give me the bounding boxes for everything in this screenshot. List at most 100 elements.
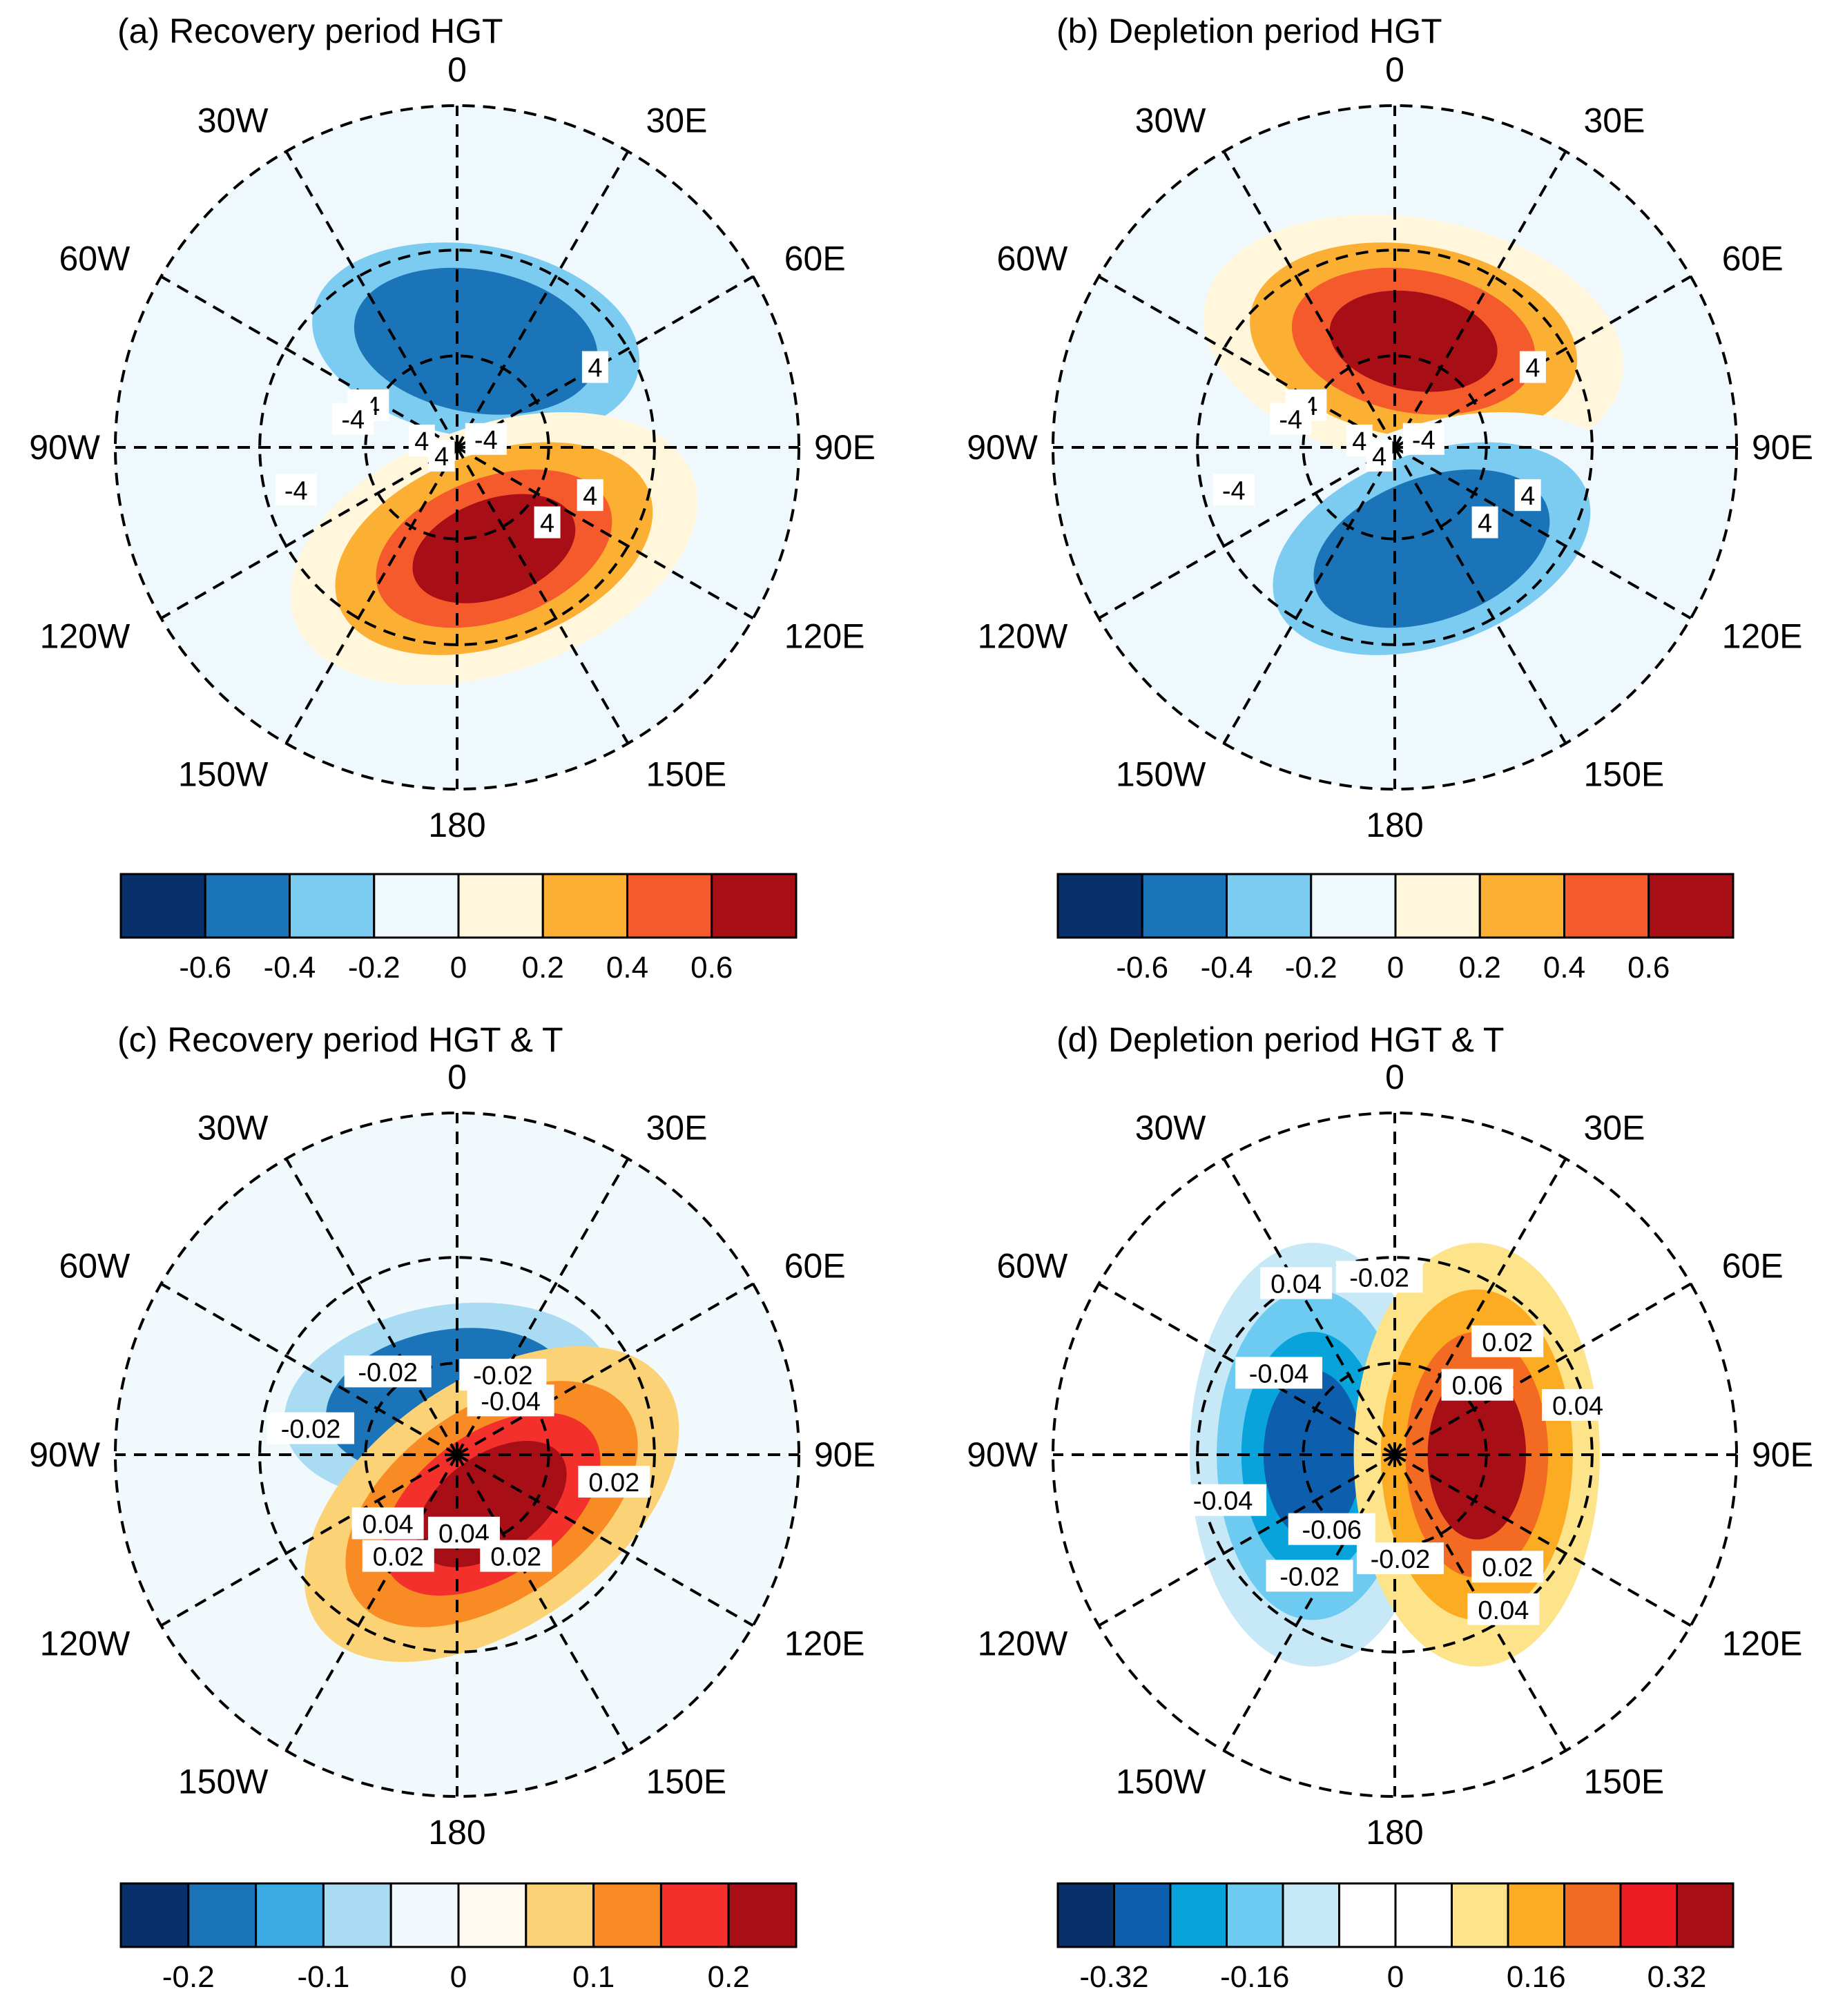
panel-a-colorbar-swatch [457,873,544,939]
panel-d-colorbar-swatch [1169,1882,1228,1948]
panel-c-contour-label-box [267,1412,355,1444]
panel-b-contour-label: -4 [1412,426,1436,455]
panel-a-colorbar-tick-label: 0.6 [690,951,733,985]
panel-d-lon-label: 30E [1584,1108,1645,1147]
panel-d-lon-label: 60W [996,1247,1068,1286]
panel-c-colorbar-tick-label: 0.1 [572,1960,615,1994]
panel-d-contour-label: 0.04 [1478,1596,1529,1625]
panel-c-contour-label-box [480,1540,552,1572]
panel-c-lon-label: 120W [40,1625,131,1663]
panel-c-meridian-5 [456,1454,630,1752]
panel-c-lon-label: 150W [178,1763,269,1801]
panel-b-colorbar-tick-label: 0.6 [1627,951,1670,985]
panel-c-contour-label-box [578,1466,650,1498]
panel-d: (d) Depletion period HGT & T 0 30E 60E 90E 1… [967,1020,1813,1994]
panel-d-contour-label-box [1356,1542,1444,1575]
panel-c-colorbar-swatch [457,1882,528,1948]
panel-b-meridian-1 [1393,151,1567,449]
panel-d-lon-label: 120W [978,1625,1068,1663]
panel-b-contour-label: 4 [1525,354,1540,383]
panel-d-contour-label: -0.04 [1249,1359,1309,1388]
panel-a-colorbar-tick-label: -0.4 [264,951,316,985]
panel-b-meridian-10 [1098,275,1395,449]
panel-a-meridian-11 [284,151,458,449]
panel-d-contour-label: -0.04 [1193,1487,1253,1516]
panel-b-contour-label-box [1471,506,1498,539]
panel-d-contour-label: 0.04 [1270,1270,1322,1299]
panel-a-colorbar: -0.6 -0.4 -0.2 0 0.2 0.4 0.6 [119,873,798,985]
panel-d-colorbar-swatch [1563,1882,1622,1948]
panel-a-meridian-10 [160,275,458,449]
panel-d-contour-labels: 0.04 -0.02 0.02 -0.04 0.06 0.04 -0.04 -0.06 -0.0… [1179,1261,1614,1625]
panel-d-colorbar-tick-label: 0.32 [1647,1960,1707,1994]
panel-a-colorbar-tick-label: -0.6 [179,951,231,985]
panel-a-lon-label: 30W [197,101,269,139]
panel-a-lon-label: 90E [814,428,876,467]
panel-b-lon-label: 60E [1722,240,1784,278]
panel-d-lon-label: 90E [1752,1435,1813,1474]
panel-c-contour-label: 0.02 [490,1543,541,1572]
panel-d-colorbar-swatch [1056,1882,1115,1948]
panel-d-contour-label-box [1288,1513,1375,1545]
panel-b-meridian-4 [1394,446,1692,620]
panel-c: (c) Recovery period HGT & T 0 30E 60E 90E 12… [29,1020,876,1994]
panel-a-meridian-8 [160,446,458,620]
panel-d-colorbar-swatch [1619,1882,1678,1948]
panel-c-colorbar-tick-label: 0.2 [708,1960,750,1994]
panel-a-shade-0-level-3 [392,290,560,392]
panel-d-contour-label: 0.02 [1482,1553,1533,1582]
panel-a-colorbar-tick-label: 0.4 [606,951,648,985]
panel-b-lon-label: 60W [996,240,1068,278]
panel-c-lon-label: 30E [646,1108,708,1147]
panel-b-meridian-7 [1222,447,1396,744]
panel-c-lon-label: 30W [197,1108,269,1147]
panel-c-lon-label: 90W [29,1435,101,1474]
panel-c-contour-label-box [344,1355,432,1388]
panel-a-lon-label: 150W [178,755,269,794]
panel-c-meridian-2 [456,1282,754,1456]
panel-b-colorbar-tick-label: 0.2 [1459,951,1501,985]
panel-b-contour-label: 4 [1478,510,1492,539]
panel-b-meridian-11 [1222,151,1396,449]
panel-b-title: (b) Depletion period HGT [1056,12,1442,50]
panel-c-colorbar-tick-label: -0.1 [297,1960,349,1994]
panel-d-meridian-2 [1394,1282,1692,1456]
panel-c-colorbar-swatch [255,1882,325,1948]
panel-a-lon-label: 150E [646,755,727,794]
panel-d-rim [1052,1112,1738,1798]
panel-c-colorbar-swatch [119,1882,190,1948]
panel-a-colorbar-swatch [541,873,628,939]
panel-d-shade-1-level-3 [1427,1370,1527,1540]
panel-a-contour-label: 4 [583,482,597,511]
panel-a-lon-label: 120E [784,617,865,656]
panel-a-contour-label: 4 [434,443,449,472]
panel-d-lon-label: 0 [1385,1058,1404,1096]
panel-d-contour-label: -0.02 [1371,1545,1431,1574]
panel-b-colorbar-swatch [1563,873,1650,939]
panel-a-contour-label-box [428,439,455,472]
panel-c-meridian-11 [284,1158,458,1455]
panel-d-colorbar-tick-label: -0.16 [1220,1960,1289,1994]
panel-b-colorbar-tick-label: -0.6 [1116,951,1168,985]
panel-b-lon-label: 120E [1722,617,1803,656]
panel-d-contour-label-box [1467,1593,1540,1625]
panel-b-contour-label: 4 [1520,482,1535,511]
panel-a-colorbar-swatch [204,873,291,939]
panel-d-contour-label-box [1471,1325,1544,1357]
panel-c-colorbar-swatch [525,1882,595,1948]
panel-d-contour-label-box [1266,1560,1353,1592]
panel-d-contour-label: 0.02 [1482,1328,1533,1357]
panel-c-lon-label: 120E [784,1625,865,1663]
panel-d-contour-label-box [1471,1551,1544,1583]
panel-d-colorbar-swatch [1282,1882,1340,1948]
panel-d-contour-label-box [1235,1357,1323,1389]
panel-a-lon-label: 30E [646,101,708,139]
panel-c-meridian-1 [456,1158,630,1455]
panel-b-lon-label: 30E [1584,101,1645,139]
panel-a-title: (a) Recovery period HGT [117,12,503,50]
panel-a-colorbar-tick-label: 0 [450,951,467,985]
panel-c-colorbar: -0.2 -0.1 0 0.1 0.2 [119,1882,798,1994]
panel-a-contour-label-box [534,506,561,539]
panel-c-meridian-7 [284,1454,458,1752]
